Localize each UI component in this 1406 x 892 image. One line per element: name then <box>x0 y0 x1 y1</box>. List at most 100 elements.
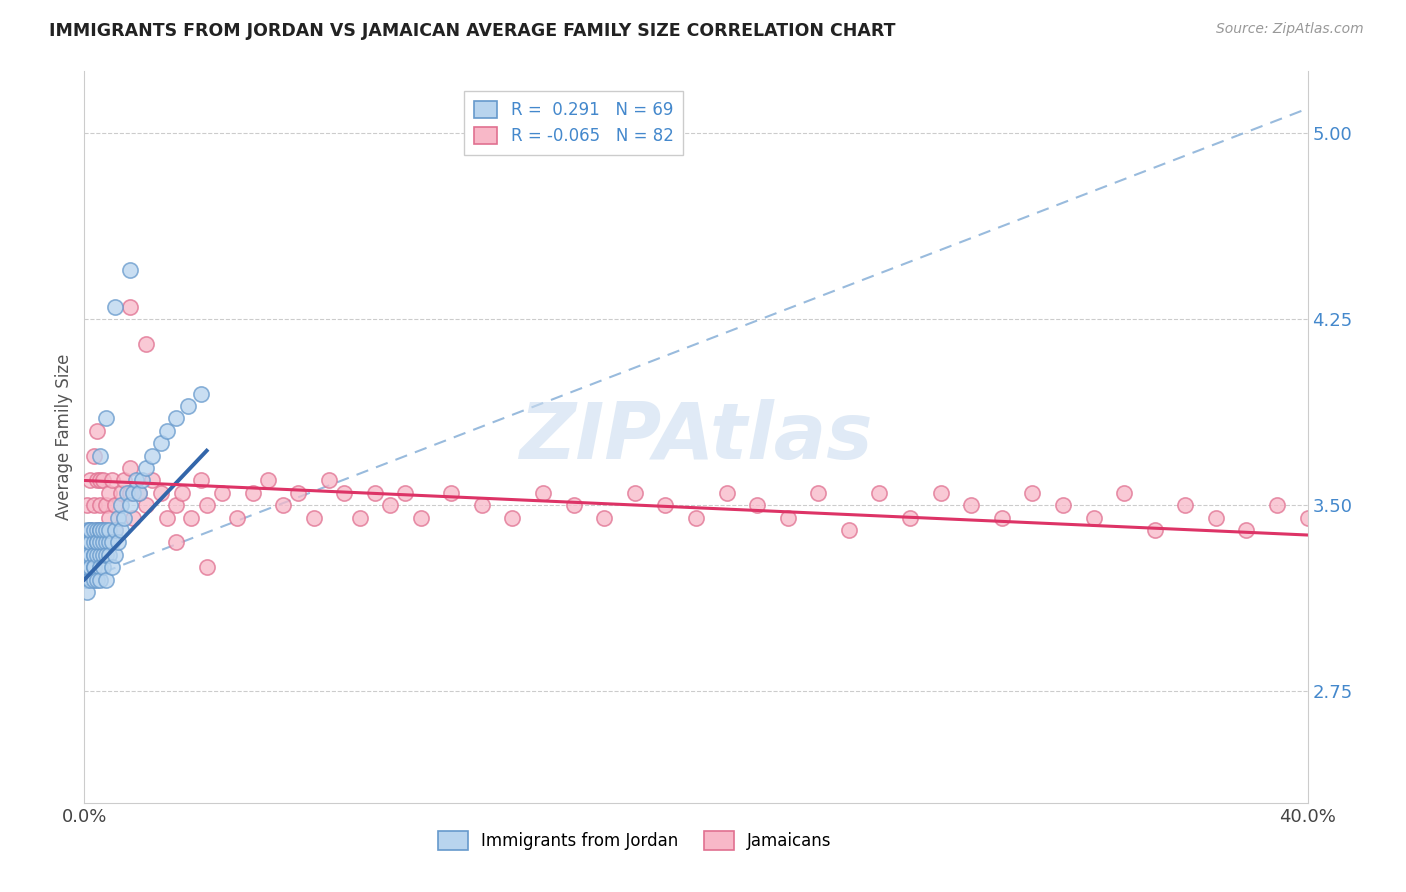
Point <box>349 510 371 524</box>
Point <box>94 548 117 562</box>
Point <box>120 461 142 475</box>
Point <box>898 510 921 524</box>
Point <box>141 474 163 488</box>
Point <box>165 411 187 425</box>
Point <box>131 474 153 488</box>
Point <box>97 535 120 549</box>
Point <box>654 498 676 512</box>
Point <box>120 300 142 314</box>
Point <box>104 300 127 314</box>
Point <box>128 486 150 500</box>
Point <box>110 486 132 500</box>
Text: IMMIGRANTS FROM JORDAN VS JAMAICAN AVERAGE FAMILY SIZE CORRELATION CHART: IMMIGRANTS FROM JORDAN VS JAMAICAN AVERA… <box>49 22 896 40</box>
Y-axis label: Average Family Size: Average Family Size <box>55 354 73 520</box>
Point <box>89 474 111 488</box>
Point <box>76 548 98 562</box>
Point <box>125 474 148 488</box>
Point <box>190 386 212 401</box>
Point <box>89 523 111 537</box>
Point <box>94 535 117 549</box>
Point <box>380 498 402 512</box>
Point <box>1265 498 1288 512</box>
Point <box>89 523 111 537</box>
Point <box>776 510 799 524</box>
Point <box>271 498 294 512</box>
Point <box>91 535 114 549</box>
Point <box>104 498 127 512</box>
Point <box>226 510 249 524</box>
Point <box>86 474 108 488</box>
Point <box>409 510 432 524</box>
Point <box>83 523 105 537</box>
Point <box>83 535 105 549</box>
Text: Source: ZipAtlas.com: Source: ZipAtlas.com <box>1216 22 1364 37</box>
Point <box>1236 523 1258 537</box>
Point <box>79 573 101 587</box>
Point <box>86 535 108 549</box>
Point <box>120 262 142 277</box>
Point <box>97 486 120 500</box>
Point <box>89 548 111 562</box>
Point <box>838 523 860 537</box>
Point <box>135 461 157 475</box>
Point <box>79 523 101 537</box>
Point <box>89 498 111 512</box>
Point <box>83 449 105 463</box>
Point <box>1021 486 1043 500</box>
Point <box>1052 498 1074 512</box>
Point <box>156 510 179 524</box>
Point <box>86 523 108 537</box>
Point <box>195 560 218 574</box>
Point <box>156 424 179 438</box>
Point <box>180 510 202 524</box>
Point <box>211 486 233 500</box>
Point <box>76 535 98 549</box>
Point <box>107 535 129 549</box>
Point <box>115 486 138 500</box>
Point <box>107 510 129 524</box>
Point <box>394 486 416 500</box>
Point <box>97 523 120 537</box>
Point <box>101 474 124 488</box>
Point <box>79 535 101 549</box>
Point <box>333 486 356 500</box>
Point <box>83 573 105 587</box>
Point <box>89 535 111 549</box>
Point <box>929 486 952 500</box>
Point <box>76 573 98 587</box>
Point <box>120 498 142 512</box>
Point <box>79 474 101 488</box>
Point <box>302 510 325 524</box>
Point <box>89 523 111 537</box>
Point <box>83 548 105 562</box>
Point <box>76 560 98 574</box>
Point <box>593 510 616 524</box>
Point <box>86 573 108 587</box>
Point <box>122 510 145 524</box>
Point <box>79 523 101 537</box>
Point <box>318 474 340 488</box>
Point <box>177 399 200 413</box>
Legend: Immigrants from Jordan, Jamaicans: Immigrants from Jordan, Jamaicans <box>432 824 838 856</box>
Point <box>104 548 127 562</box>
Point <box>83 498 105 512</box>
Point <box>94 411 117 425</box>
Point <box>79 523 101 537</box>
Point <box>89 449 111 463</box>
Point <box>624 486 647 500</box>
Point <box>89 560 111 574</box>
Point <box>91 523 114 537</box>
Point <box>89 573 111 587</box>
Point <box>76 585 98 599</box>
Point <box>104 523 127 537</box>
Point <box>869 486 891 500</box>
Point <box>165 535 187 549</box>
Point <box>190 474 212 488</box>
Point <box>94 523 117 537</box>
Point <box>1114 486 1136 500</box>
Point <box>83 560 105 574</box>
Point <box>195 498 218 512</box>
Point <box>471 498 494 512</box>
Point <box>120 486 142 500</box>
Point <box>128 486 150 500</box>
